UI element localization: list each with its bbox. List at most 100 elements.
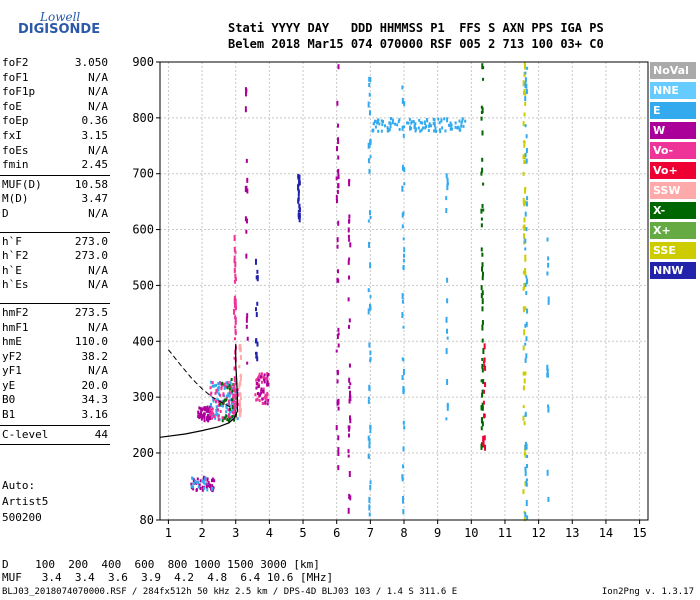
echo-point xyxy=(483,435,486,441)
echo-point xyxy=(480,110,483,114)
autoscaling-info: Auto: Artist5 500200 xyxy=(2,478,48,526)
echo-point xyxy=(266,372,269,376)
echo-point xyxy=(445,348,448,355)
echo-point xyxy=(434,126,437,130)
echo-point xyxy=(523,140,526,144)
param-row: B0 34.3 xyxy=(0,393,110,408)
echo-point xyxy=(547,406,550,413)
echo-point xyxy=(524,512,527,518)
echo-point xyxy=(231,411,234,415)
echo-point xyxy=(523,240,526,245)
echo-point xyxy=(192,482,195,486)
echo-point xyxy=(391,118,394,122)
x-tick-label: 15 xyxy=(632,526,646,540)
y-tick-label: 700 xyxy=(132,167,154,181)
echo-point xyxy=(480,417,483,424)
echo-point xyxy=(207,407,210,411)
legend-item: X- xyxy=(650,202,696,219)
echo-point xyxy=(454,121,457,125)
echo-point xyxy=(234,250,237,254)
echo-point xyxy=(224,384,227,388)
echo-point xyxy=(227,399,230,403)
echo-point xyxy=(226,381,229,385)
echo-point xyxy=(482,435,485,441)
echo-point xyxy=(401,293,404,300)
echo-point xyxy=(264,393,267,397)
echo-point xyxy=(462,124,465,128)
echo-point xyxy=(369,295,372,299)
echo-point xyxy=(239,392,242,397)
echo-point xyxy=(451,127,454,131)
echo-point xyxy=(480,171,483,176)
echo-point xyxy=(524,466,527,471)
echo-point xyxy=(263,373,266,377)
y-tick-label: 500 xyxy=(132,278,154,292)
echo-point xyxy=(481,266,484,272)
echo-point xyxy=(446,404,449,411)
echo-point xyxy=(209,415,212,419)
echo-point xyxy=(482,66,485,70)
echo-point xyxy=(433,124,436,128)
param-key: fxI xyxy=(2,128,22,142)
echo-point xyxy=(201,415,204,419)
echo-point xyxy=(239,413,242,418)
echo-point xyxy=(230,417,233,421)
echo-point xyxy=(525,443,528,450)
echo-point xyxy=(228,417,231,421)
echo-point xyxy=(228,407,231,411)
echo-point xyxy=(523,143,526,148)
echo-point xyxy=(481,262,484,268)
echo-point xyxy=(216,390,219,394)
param-row: yF2 38.2 xyxy=(0,350,110,365)
echo-point xyxy=(446,177,449,181)
echo-point xyxy=(214,400,217,404)
echo-point xyxy=(524,71,527,75)
echo-point xyxy=(348,275,351,280)
echo-point xyxy=(401,357,404,361)
echo-point xyxy=(368,496,371,503)
echo-point xyxy=(523,88,526,93)
echo-point xyxy=(203,413,206,417)
echo-point xyxy=(202,481,205,485)
echo-point xyxy=(547,300,550,305)
echo-point xyxy=(454,125,457,129)
echo-point xyxy=(368,342,371,348)
echo-point xyxy=(228,410,231,414)
legend-item: E xyxy=(650,102,696,119)
echo-point xyxy=(211,407,214,411)
echo-point xyxy=(480,105,483,109)
echo-point xyxy=(391,121,394,125)
param-key: hmE xyxy=(2,335,22,349)
echo-point xyxy=(389,125,392,129)
echo-point xyxy=(483,343,486,350)
echo-point xyxy=(347,259,350,265)
param-row: B1 3.16 xyxy=(0,408,110,423)
echo-point xyxy=(412,120,415,124)
echo-point xyxy=(227,415,230,419)
echo-point xyxy=(256,397,259,401)
echo-point xyxy=(348,386,351,390)
echo-point xyxy=(367,158,370,164)
echo-point xyxy=(198,483,201,487)
echo-point xyxy=(238,365,241,369)
param-key: hmF1 xyxy=(2,320,29,334)
param-value: N/A xyxy=(88,320,108,334)
echo-point xyxy=(199,486,202,490)
echo-point xyxy=(374,119,377,123)
echo-point xyxy=(232,397,235,401)
echo-point xyxy=(482,400,485,405)
echo-point xyxy=(266,380,269,384)
param-key: yE xyxy=(2,378,16,392)
echo-point xyxy=(522,121,525,127)
polarization-legend: NoVal NNE E W Vo- Vo+ SSW X- X+ SSE NNW xyxy=(650,62,696,282)
echo-point xyxy=(546,373,549,378)
echo-point xyxy=(369,77,372,83)
echo-point xyxy=(480,379,483,383)
echo-point xyxy=(255,312,258,318)
echo-point xyxy=(245,158,248,163)
echo-point xyxy=(218,402,221,406)
echo-point xyxy=(244,106,247,113)
echo-point xyxy=(204,482,207,486)
echo-point xyxy=(484,382,487,388)
